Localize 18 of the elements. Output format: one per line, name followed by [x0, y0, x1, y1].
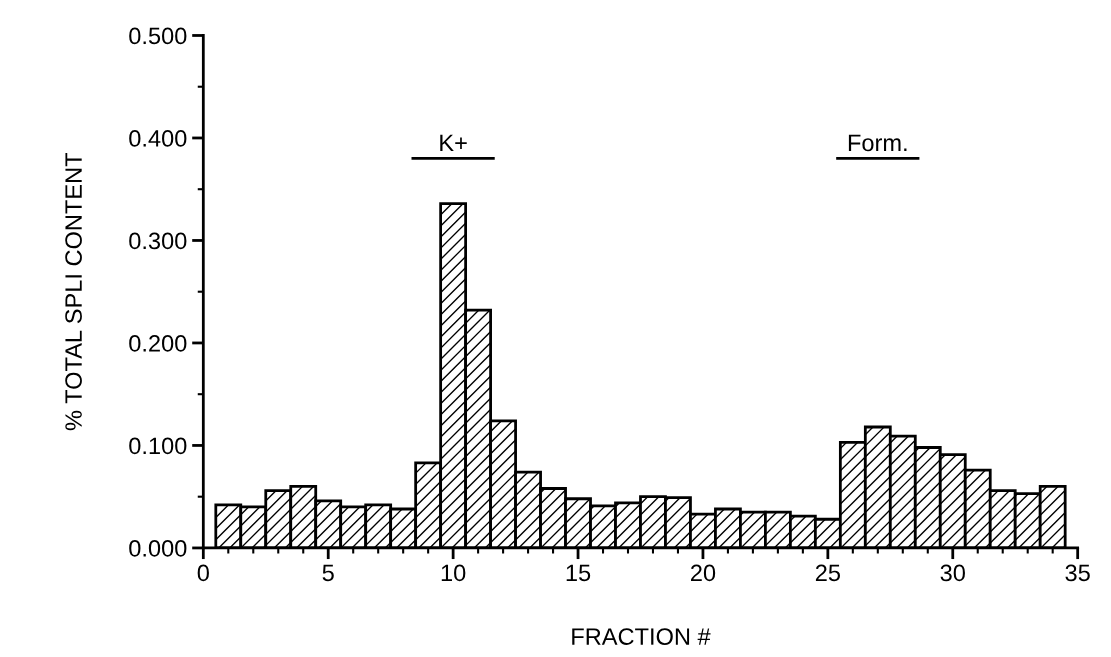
annotation: Form.	[848, 134, 907, 152]
y-tick-label: 0.000	[129, 540, 187, 557]
y-axis-title: % TOTAL SPLI CONTENT	[65, 152, 82, 431]
annotation: K+	[440, 134, 467, 152]
x-tick-label: 0	[197, 564, 209, 582]
y-tick-label: 0.200	[129, 335, 187, 352]
x-axis-title: FRACTION #	[572, 628, 711, 645]
x-tick-label: 15	[566, 564, 591, 582]
y-tick-label: 0.400	[129, 130, 187, 147]
x-tick-label: 30	[940, 564, 965, 582]
y-tick-label: 0.500	[129, 27, 187, 45]
x-tick-label: 20	[691, 564, 716, 582]
y-tick-label: 0.300	[129, 232, 187, 250]
x-tick-label: 25	[815, 564, 840, 582]
x-tick-label: 10	[441, 564, 466, 582]
y-tick-label: 0.100	[129, 437, 187, 455]
x-tick-label: 35	[1065, 564, 1090, 582]
x-tick-label: 5	[322, 564, 334, 582]
